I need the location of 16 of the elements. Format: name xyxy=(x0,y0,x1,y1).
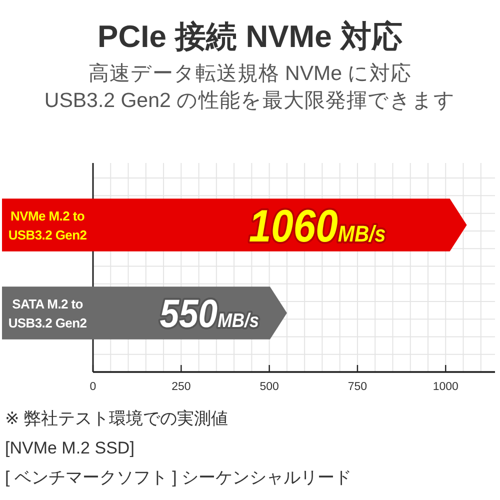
category-label: NVMe M.2 to USB3.2 Gen2 xyxy=(2,198,93,252)
x-tick-label: 1000 xyxy=(432,381,458,393)
x-tick-label: 0 xyxy=(90,381,96,393)
text: [NVMe M.2 SSD] xyxy=(5,438,134,458)
x-tick-label: 750 xyxy=(348,381,368,393)
text: ※ 弊社テスト環境での実測値 xyxy=(5,409,228,428)
y-tick-label: NVMe M.2 to USB3.2 Gen2 xyxy=(8,208,87,242)
data-label: 550MB/s xyxy=(160,291,259,336)
data-label: 1060MB/s xyxy=(248,201,386,252)
category-label: SATA M.2 to USB3.2 Gen2 xyxy=(2,286,93,340)
text: [ ベンチマークソフト ] シーケンシャルリード xyxy=(5,468,352,487)
x-tick-label: 500 xyxy=(260,381,279,393)
y-tick-label: SATA M.2 to USB3.2 Gen2 xyxy=(8,296,87,330)
chart-subtitle: 高速データ転送規格 NVMe に対応 USB3.2 Gen2 の性能を最大限発揮できます xyxy=(44,62,456,112)
x-tick-label: 250 xyxy=(172,381,191,393)
chart-title: PCIe 接続 NVMe 対応 xyxy=(98,19,402,54)
